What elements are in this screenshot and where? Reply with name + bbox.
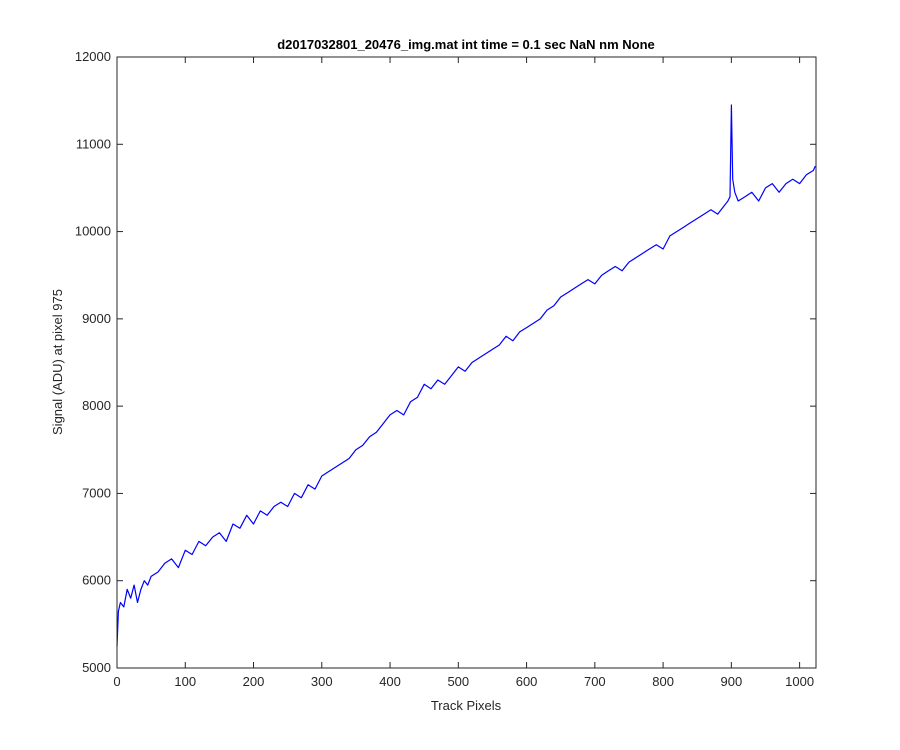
axes-box xyxy=(116,56,817,669)
y-tick-label: 11000 xyxy=(76,136,111,151)
x-axis-label: Track Pixels xyxy=(431,698,502,713)
y-axis-label: Signal (ADU) at pixel 975 xyxy=(50,289,65,435)
x-tick-label: 600 xyxy=(516,674,538,689)
ticks-layer: 0 100 200 300 400 500 600 700 800 900 1000 5000 6000… xyxy=(75,49,816,689)
y-tick-label: 10000 xyxy=(75,224,111,239)
x-tick-label: 500 xyxy=(447,674,469,689)
x-tick-label: 400 xyxy=(379,674,401,689)
x-tick-label: 100 xyxy=(174,674,196,689)
y-tick-label: 5000 xyxy=(82,660,111,675)
x-tick-label: 800 xyxy=(652,674,674,689)
x-tick-label: 1000 xyxy=(785,674,814,689)
y-tick-label: 6000 xyxy=(82,573,111,588)
plot-area xyxy=(117,57,816,668)
signal-series-line xyxy=(116,104,816,647)
x-tick-label: 900 xyxy=(721,674,743,689)
x-tick-label: 300 xyxy=(311,674,333,689)
x-tick-label: 200 xyxy=(243,674,265,689)
y-tick-label: 8000 xyxy=(82,398,111,413)
y-tick-label: 7000 xyxy=(82,485,111,500)
y-tick-label: 9000 xyxy=(82,311,111,326)
y-tick-label: 12000 xyxy=(75,49,111,64)
chart-title: d2017032801_20476_img.mat int time = 0.1… xyxy=(277,37,655,52)
x-tick-label: 0 xyxy=(113,674,120,689)
x-tick-label: 700 xyxy=(584,674,606,689)
